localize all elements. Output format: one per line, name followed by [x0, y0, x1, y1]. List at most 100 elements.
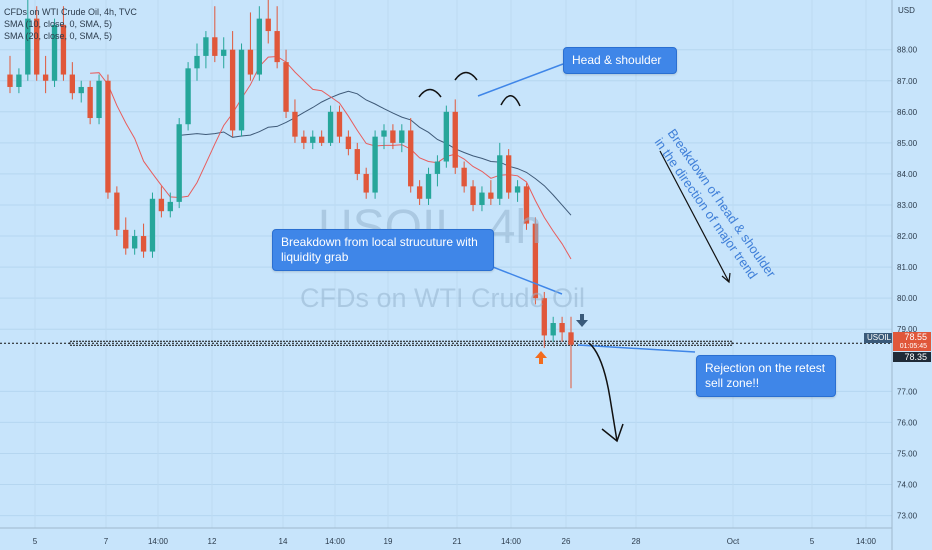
- head-shoulder-callout[interactable]: Head & shoulder: [563, 47, 677, 74]
- candle: [479, 186, 485, 212]
- y-tick-label: 83.00: [897, 201, 918, 210]
- legend-symbol: CFDs on WTI Crude Oil, 4h, TVC: [4, 7, 137, 17]
- candle-body: [399, 130, 405, 143]
- candle-body: [408, 130, 414, 187]
- candle: [16, 68, 22, 94]
- candle-body: [310, 136, 316, 143]
- candle-body: [229, 49, 236, 131]
- candle: [523, 183, 530, 230]
- x-tick-label: 19: [384, 537, 393, 546]
- candle-body: [345, 136, 352, 150]
- support-zone: [69, 340, 733, 346]
- candle-body: [470, 186, 476, 205]
- candle-body: [87, 86, 93, 119]
- candle: [408, 118, 414, 193]
- candle: [452, 99, 458, 174]
- candle: [221, 37, 227, 69]
- candle-body: [185, 68, 191, 125]
- candle: [34, 6, 40, 81]
- candle-body: [443, 111, 450, 162]
- x-tick-label: Oct: [727, 537, 740, 546]
- candle-body: [363, 173, 369, 193]
- candle-body: [265, 18, 271, 32]
- candle-body: [60, 24, 67, 75]
- candle: [131, 229, 138, 255]
- trend-arrowhead: [721, 272, 731, 284]
- candle: [381, 124, 387, 150]
- candle-body: [131, 236, 138, 249]
- candle-body: [96, 80, 102, 119]
- y-tick-label: 85.00: [897, 139, 918, 148]
- projection-arrowhead: [601, 423, 624, 443]
- candle-body: [301, 136, 307, 143]
- candle: [238, 43, 245, 137]
- y-tick-label: 88.00: [897, 46, 918, 55]
- x-tick-label: 28: [632, 537, 641, 546]
- candle-body: [541, 298, 547, 336]
- candle-body: [149, 198, 156, 252]
- candle-body: [390, 130, 396, 143]
- projection-arrow: [588, 342, 618, 442]
- candle-body: [292, 111, 298, 137]
- x-tick-label: 26: [562, 537, 571, 546]
- grid: [0, 0, 892, 528]
- rejection-callout[interactable]: Rejection on the retest sell zone!!: [696, 355, 836, 397]
- candle-body: [452, 111, 458, 168]
- sma-slow-line: [179, 90, 572, 216]
- candle-body: [25, 18, 31, 75]
- candle: [336, 105, 343, 143]
- candle: [105, 74, 111, 199]
- candle: [541, 291, 547, 348]
- candle: [167, 192, 173, 218]
- candle-body: [105, 80, 111, 193]
- candle: [212, 6, 218, 63]
- candle-body: [434, 161, 441, 174]
- x-tick-label: 7: [104, 537, 109, 546]
- candle: [416, 180, 423, 205]
- candle: [425, 167, 432, 205]
- candle-body: [372, 136, 378, 193]
- candle: [514, 180, 521, 202]
- candle: [327, 105, 334, 146]
- candle-body: [51, 24, 58, 81]
- candle: [176, 118, 182, 209]
- candle: [42, 55, 49, 94]
- candle-body: [532, 223, 539, 299]
- y-tick-label: 76.00: [897, 418, 918, 427]
- candle-body: [221, 49, 227, 56]
- candle-body: [203, 37, 209, 56]
- candle-body: [194, 55, 200, 69]
- candle-body: [274, 31, 280, 63]
- candle: [532, 217, 539, 305]
- candle: [185, 62, 191, 131]
- drawings: [418, 63, 731, 443]
- candle-body: [283, 62, 289, 112]
- candle: [497, 142, 503, 205]
- candle: [354, 142, 360, 181]
- candles: [7, 0, 574, 389]
- support-level: [0, 340, 892, 346]
- candle-body: [416, 186, 423, 199]
- candle-body: [425, 173, 432, 199]
- candle: [550, 316, 556, 342]
- candle-body: [167, 201, 173, 212]
- candle-body: [479, 192, 485, 205]
- head-arc: [454, 71, 478, 81]
- candle-body: [238, 49, 245, 131]
- candle: [505, 149, 512, 199]
- breakdown-callout[interactable]: Breakdown from local strucuture with liq…: [272, 229, 494, 271]
- rejection-pointer: [577, 344, 696, 353]
- x-tick-label: 14:00: [325, 537, 346, 546]
- candle-body: [34, 18, 40, 75]
- last-price-tag: 78.55: [893, 332, 931, 342]
- candle: [559, 316, 565, 342]
- x-tick-label: 12: [208, 537, 217, 546]
- candle-body: [247, 49, 254, 75]
- candle: [568, 316, 574, 389]
- candle: [470, 180, 476, 212]
- candle-body: [381, 130, 387, 137]
- y-tick-label: 82.00: [897, 232, 918, 241]
- axes: [0, 0, 893, 550]
